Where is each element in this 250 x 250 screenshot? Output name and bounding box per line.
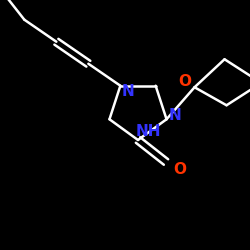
Text: N: N: [168, 108, 181, 122]
Text: O: O: [178, 74, 192, 90]
Text: N: N: [122, 84, 134, 100]
Text: O: O: [174, 162, 186, 178]
Text: NH: NH: [135, 124, 161, 140]
